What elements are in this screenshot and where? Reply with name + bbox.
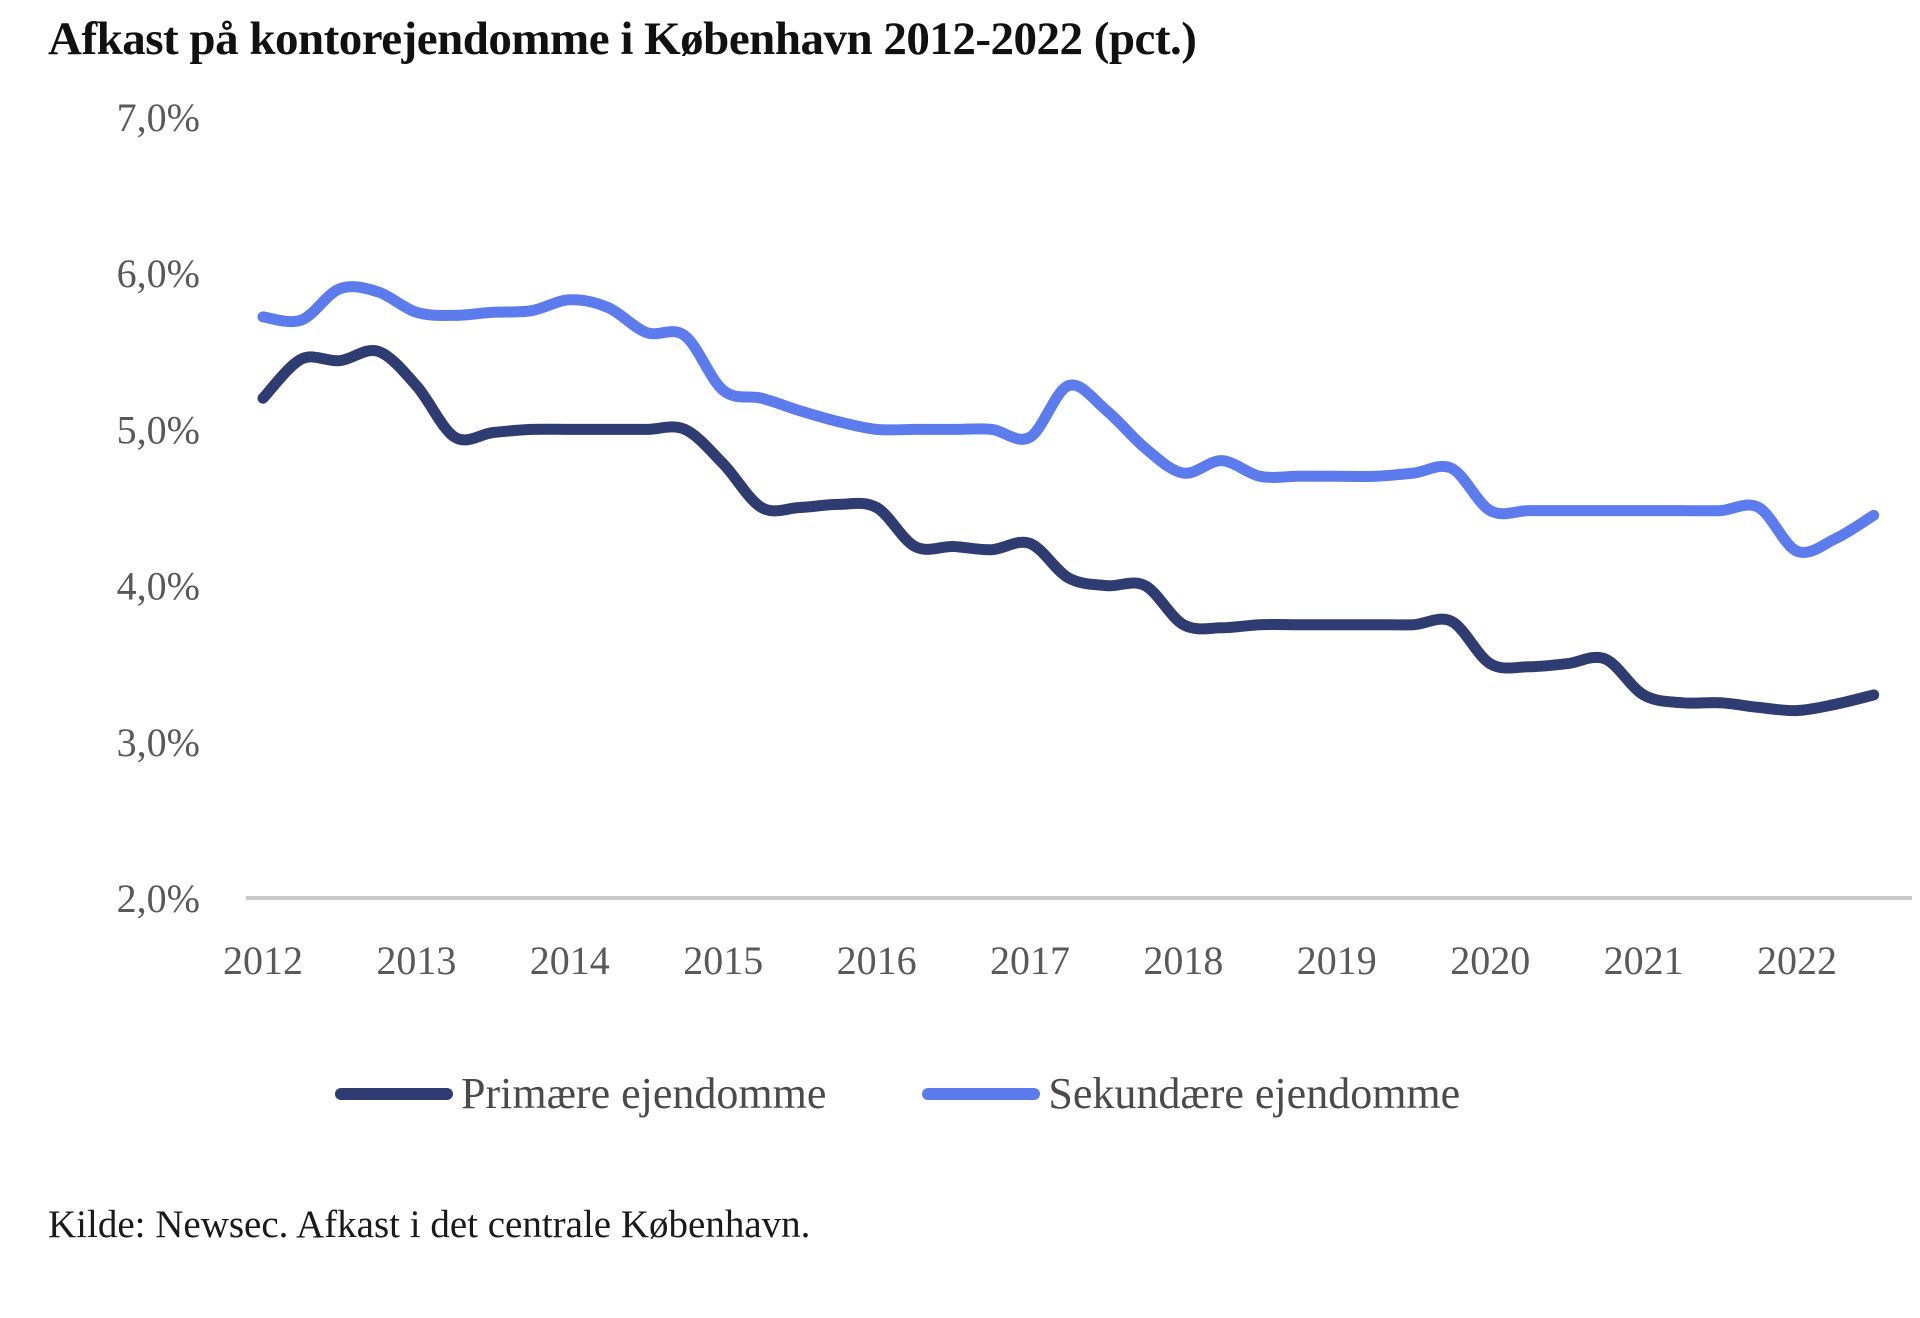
- x-tick-label-2022: 2022: [1757, 938, 1837, 983]
- x-tick-label-2012: 2012: [223, 938, 303, 983]
- x-tick-label-2020: 2020: [1450, 938, 1530, 983]
- legend-item-secondary: Sekundære ejendomme: [922, 1068, 1460, 1119]
- legend: Primære ejendomme Sekundære ejendomme: [335, 1068, 1460, 1119]
- y-tick-label-40: 4,0%: [117, 564, 200, 609]
- x-tick-label-2014: 2014: [530, 938, 610, 983]
- x-tick-label-2021: 2021: [1604, 938, 1684, 983]
- y-tick-label-60: 6,0%: [117, 251, 200, 296]
- y-tick-label-50: 5,0%: [117, 407, 200, 452]
- x-tick-label-2016: 2016: [837, 938, 917, 983]
- x-tick-label-2017: 2017: [990, 938, 1070, 983]
- x-tick-label-2015: 2015: [683, 938, 763, 983]
- legend-swatch-primary: [335, 1087, 453, 1100]
- y-tick-label-70: 7,0%: [117, 95, 200, 140]
- y-tick-label-30: 3,0%: [117, 720, 200, 765]
- y-tick-label-20: 2,0%: [117, 876, 200, 921]
- x-tick-label-2018: 2018: [1143, 938, 1223, 983]
- legend-label-secondary: Sekundære ejendomme: [1048, 1069, 1461, 1118]
- legend-label-primary: Primære ejendomme: [461, 1069, 827, 1118]
- series-line-primary: [257, 344, 1880, 717]
- legend-swatch-secondary: [922, 1087, 1041, 1100]
- series-line-secondary: [257, 281, 1880, 558]
- source-note: Kilde: Newsec. Afkast i det centrale Køb…: [48, 1203, 811, 1246]
- chart-title: Afkast på kontorejendomme i København 20…: [48, 13, 1197, 65]
- legend-item-primary: Primære ejendomme: [335, 1068, 826, 1119]
- x-tick-label-2013: 2013: [376, 938, 456, 983]
- x-tick-label-2019: 2019: [1297, 938, 1377, 983]
